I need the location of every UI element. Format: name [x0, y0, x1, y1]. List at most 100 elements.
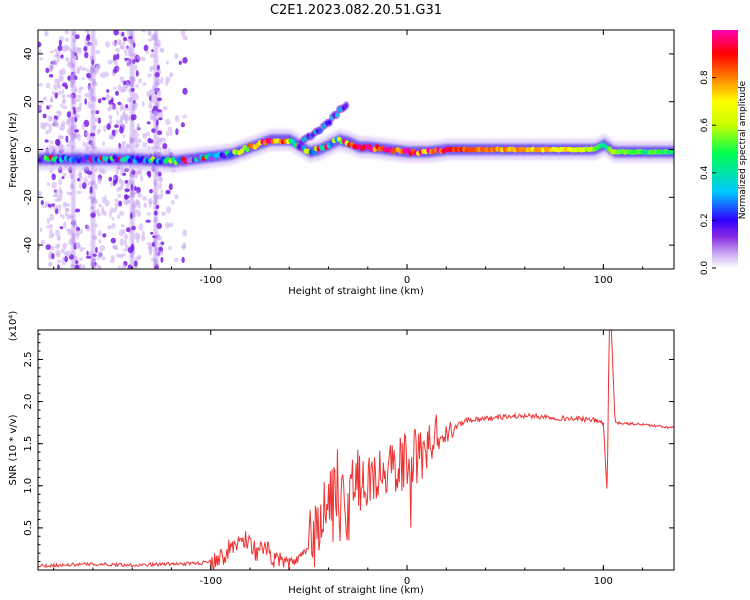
noise-speckle [39, 57, 44, 61]
noise-speckle [147, 38, 153, 42]
noise-speckle [157, 130, 163, 136]
colorbar-gradient [712, 30, 738, 268]
noise-speckle [141, 30, 146, 33]
noise-speckle [120, 179, 125, 187]
noise-speckle [64, 45, 70, 50]
noise-speckle [38, 41, 42, 48]
noise-speckle [156, 222, 162, 229]
noise-speckle [136, 237, 139, 244]
noise-speckle [48, 262, 52, 268]
noise-speckle [165, 118, 171, 125]
noise-speckle [56, 90, 62, 96]
noise-speckle [79, 246, 83, 253]
noise-speckle [60, 213, 63, 218]
noise-speckle [119, 238, 125, 246]
noise-speckle [55, 50, 61, 57]
y-tick-label: 1.0 [23, 478, 34, 494]
noise-speckle [61, 45, 65, 52]
spectrogram-ticks: -100 0 100 -40 -20 0 20 40 [23, 30, 674, 286]
noise-speckle [156, 97, 162, 101]
noise-speckle [49, 224, 53, 229]
noise-speckle [47, 115, 52, 122]
noise-speckle [116, 53, 120, 60]
noise-speckle [106, 93, 110, 98]
noise-speckle [107, 59, 113, 65]
noise-speckle [49, 228, 53, 236]
noise-speckle [75, 241, 81, 250]
noise-speckle [148, 102, 153, 110]
noise-speckle [58, 75, 63, 83]
noise-speckle [137, 202, 141, 209]
noise-speckle [165, 189, 171, 195]
noise-speckle [118, 254, 124, 259]
noise-speckle [79, 102, 82, 108]
noise-speckle [79, 65, 82, 71]
noise-speckle [181, 245, 186, 249]
noise-speckle [125, 144, 130, 149]
x-tick-label: -100 [199, 275, 222, 286]
noise-speckle [67, 140, 72, 145]
noise-speckle [99, 245, 106, 252]
noise-speckle [55, 244, 60, 250]
noise-speckle [102, 141, 105, 146]
noise-speckle [38, 191, 43, 197]
snr-xlabel: Height of straight line (km) [288, 585, 424, 596]
noise-speckle [126, 46, 131, 53]
noise-speckle [113, 68, 118, 74]
noise-speckle [150, 231, 154, 235]
noise-speckle [143, 202, 148, 208]
noise-speckle [46, 129, 52, 134]
colorbar-ticks: 0.0 0.2 0.4 0.6 0.8 [700, 70, 716, 275]
noise-speckle [142, 141, 148, 148]
noise-speckle [117, 265, 122, 269]
noise-speckle [136, 186, 141, 194]
noise-speckle [123, 233, 129, 240]
noise-speckle [108, 211, 112, 219]
chart-title: C2E1.2023.082.20.51.G31 [270, 3, 442, 18]
noise-speckle [142, 196, 147, 201]
noise-speckle [118, 142, 121, 149]
snr-frame [37, 329, 675, 571]
noise-speckle [113, 30, 119, 36]
noise-speckle [86, 30, 90, 35]
noise-speckle [40, 121, 45, 130]
noise-speckle [122, 172, 127, 176]
noise-speckle [118, 229, 124, 237]
noise-speckle [82, 264, 86, 269]
noise-speckle [103, 125, 107, 132]
noise-speckle [40, 200, 44, 205]
noise-speckle [75, 208, 81, 213]
noise-speckle [133, 93, 139, 101]
noise-speckle [78, 182, 82, 190]
noise-speckle [110, 237, 117, 244]
noise-speckle [151, 34, 155, 41]
noise-speckle [97, 230, 103, 236]
colorbar-label: Normalized spectral amplitude [738, 80, 748, 219]
noise-speckle [64, 37, 69, 42]
noise-speckle [57, 194, 63, 200]
noise-speckle [85, 255, 92, 259]
noise-speckle [64, 84, 68, 90]
noise-speckle [58, 39, 63, 47]
noise-speckle [45, 244, 52, 251]
noise-speckle [95, 65, 99, 71]
noise-speckle [181, 256, 185, 263]
noise-speckle [96, 130, 101, 135]
noise-speckle [168, 246, 172, 251]
noise-speckle [109, 116, 113, 124]
noise-speckle [135, 84, 140, 88]
noise-speckle [149, 139, 154, 144]
spectrogram-xlabel: Height of straight line (km) [288, 286, 424, 297]
noise-speckle [162, 106, 168, 111]
noise-speckle [105, 41, 111, 48]
noise-speckle [88, 195, 92, 200]
noise-speckle [65, 56, 70, 63]
noise-speckle [95, 110, 100, 115]
noise-speckle [87, 103, 93, 109]
noise-speckle [178, 60, 182, 65]
noise-speckle [75, 113, 80, 119]
noise-speckle [94, 69, 99, 73]
noise-speckle [55, 229, 60, 237]
noise-speckle [98, 98, 102, 104]
noise-speckle [102, 71, 107, 79]
